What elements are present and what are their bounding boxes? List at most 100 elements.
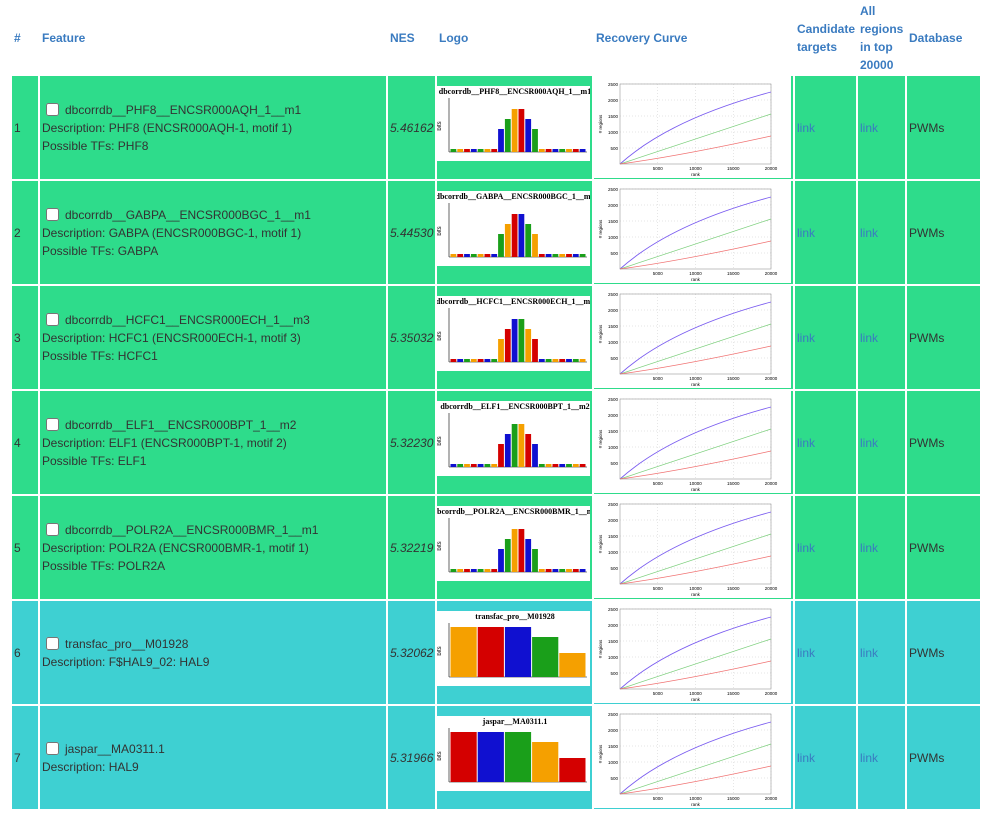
logo-stack	[566, 569, 572, 572]
curve-line	[619, 323, 772, 375]
logo-title: transfac_pro__M01928	[475, 612, 554, 621]
curve-cell: 500 1000 1500 2000 2500 5000 10000 15000 20000 ra…	[594, 286, 793, 389]
curve-line	[619, 218, 772, 270]
candidate-targets-link[interactable]: link	[797, 540, 816, 555]
nes-value: 5.32219	[390, 540, 434, 555]
curve-y-tick: 2000	[608, 413, 619, 418]
nes-cell: 5.35032	[388, 286, 435, 389]
curve-y-tick: 1500	[608, 219, 619, 224]
candidate-targets-link[interactable]: link	[797, 645, 816, 660]
nes-cell: 5.31966	[388, 706, 435, 809]
logo-stack	[538, 149, 545, 152]
candidate-targets-link[interactable]: link	[797, 750, 816, 765]
logo-stack	[477, 149, 484, 152]
logo-stack	[518, 424, 525, 467]
result-row: 2 dbcorrdb__GABPA__ENCSR000BGC_1__m1 Descr…	[12, 181, 980, 284]
logo-stack	[504, 224, 511, 257]
feature-checkbox[interactable]	[46, 636, 59, 650]
curve-x-tick: 20000	[765, 376, 778, 381]
curve-x-tick: 5000	[653, 586, 664, 591]
curve-y-label: # regions	[598, 744, 603, 763]
curve-y-tick: 2000	[608, 728, 619, 733]
all-regions-link[interactable]: link	[860, 330, 879, 345]
regions-cell: link	[858, 706, 905, 809]
recovery-curve: 500 1000 1500 2000 2500 5000 10000 15000 20000 ra…	[594, 286, 791, 388]
feature-checkbox[interactable]	[46, 417, 59, 431]
curve-y-tick: 1500	[608, 114, 619, 119]
curve-line	[619, 113, 772, 165]
result-row: 4 dbcorrdb__ELF1__ENCSR000BPT_1__m2 Descri…	[12, 391, 980, 494]
logo-stack	[572, 359, 579, 362]
candidate-targets-link[interactable]: link	[797, 330, 816, 345]
logo-title: dbcorrdb__POLR2A__ENCSR000BMR_1__m1	[437, 507, 590, 516]
feature-cell: jaspar__MA0311.1 Description: HAL9	[40, 706, 386, 809]
feature-checkbox[interactable]	[46, 741, 59, 755]
database-cell: PWMs	[907, 391, 980, 494]
feature-checkbox[interactable]	[46, 312, 59, 326]
curve-y-label: # regions	[598, 219, 603, 238]
curve-background	[594, 706, 791, 808]
all-regions-link[interactable]: link	[860, 645, 879, 660]
logo-stack	[484, 464, 491, 467]
logo-stack	[484, 569, 491, 572]
feature-checkbox[interactable]	[46, 102, 59, 116]
candidate-cell: link	[795, 181, 856, 284]
curve-background	[594, 496, 791, 598]
logo-axis-label: bits	[437, 541, 443, 550]
logo-stack	[470, 359, 477, 362]
candidate-targets-link[interactable]: link	[797, 225, 816, 240]
curve-x-tick: 20000	[765, 481, 778, 486]
curve-y-tick: 2000	[608, 308, 619, 313]
feature-checkbox[interactable]	[46, 207, 59, 221]
nes-cell: 5.46162	[388, 76, 435, 179]
candidate-targets-link[interactable]: link	[797, 435, 816, 450]
column-header: Recovery Curve	[596, 31, 688, 45]
curve-background	[594, 181, 791, 283]
database: PWMs	[909, 645, 945, 660]
curve-line	[619, 511, 772, 585]
all-regions-link[interactable]: link	[860, 120, 879, 135]
logo-stack	[532, 549, 538, 572]
logo-stack	[518, 214, 525, 257]
all-regions-link[interactable]: link	[860, 750, 879, 765]
all-regions-link[interactable]: link	[860, 435, 879, 450]
nes-value: 5.35032	[390, 330, 434, 345]
logo-stack	[532, 234, 538, 257]
feature-description: Description: ELF1 (ENCSR000BPT-1, motif …	[42, 435, 287, 450]
possible-tfs: Possible TFs: HCFC1	[42, 348, 158, 363]
candidate-targets-link[interactable]: link	[797, 120, 816, 135]
curve-frame	[619, 503, 772, 585]
logo-stack	[538, 569, 545, 572]
database-cell: PWMs	[907, 706, 980, 809]
result-row: 6 transfac_pro__M01928 Description: F$HAL9…	[12, 601, 980, 704]
logo-cell: transfac_pro__M01928 bits	[437, 601, 592, 704]
logo-stack	[525, 539, 532, 572]
feature-description: Description: F$HAL9_02: HAL9	[42, 654, 210, 669]
logo-stack	[470, 149, 477, 152]
logo-stack	[504, 434, 511, 467]
recovery-curve: 500 1000 1500 2000 2500 5000 10000 15000 20000 ra…	[594, 601, 791, 703]
feature-id: jaspar__MA0311.1	[65, 741, 165, 756]
logo-stack	[566, 254, 572, 257]
curve-line	[619, 765, 772, 795]
possible-tfs: Possible TFs: PHF8	[42, 138, 149, 153]
nes-value: 5.32062	[390, 645, 434, 660]
regions-cell: link	[858, 181, 905, 284]
logo-stack	[464, 359, 470, 362]
nes-cell: 5.32219	[388, 496, 435, 599]
curve-x-tick: 15000	[727, 166, 740, 171]
curve-x-tick: 5000	[653, 796, 664, 801]
all-regions-link[interactable]: link	[860, 225, 879, 240]
curve-y-tick: 2500	[608, 712, 619, 717]
all-regions-link[interactable]: link	[860, 540, 879, 555]
curve-y-tick: 1000	[608, 760, 619, 765]
curve-cell: 500 1000 1500 2000 2500 5000 10000 15000 20000 ra…	[594, 181, 793, 284]
possible-tfs: Possible TFs: GABPA	[42, 243, 159, 258]
logo-cell: dbcorrdb__HCFC1__ENCSR000ECH_1__m3 bits	[437, 286, 592, 389]
curve-x-tick: 10000	[689, 166, 702, 171]
rank-cell: 4	[12, 391, 38, 494]
feature-cell: dbcorrdb__GABPA__ENCSR000BGC_1__m1 Descri…	[40, 181, 386, 284]
curve-x-label: rank	[691, 277, 701, 282]
feature-checkbox[interactable]	[46, 522, 59, 536]
logo-stack	[464, 464, 470, 467]
